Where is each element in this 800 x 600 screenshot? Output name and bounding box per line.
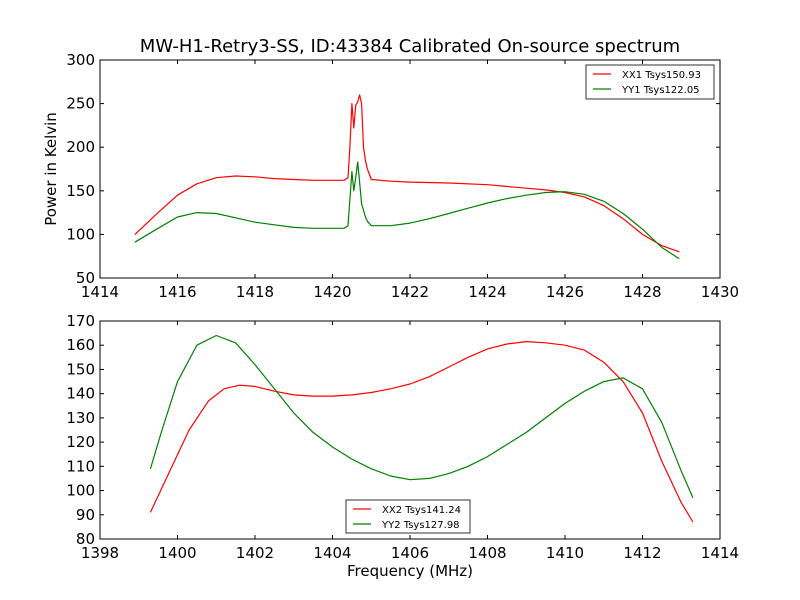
bottom-y-tick-label-9: 170 (66, 312, 95, 330)
bottom-legend-label-1: YY2 Tsys127.98 (381, 520, 460, 531)
top-x-tick-label-3: 1420 (313, 283, 351, 301)
bottom-x-tick-label-4: 1406 (391, 544, 429, 562)
bottom-x-tick-label-5: 1408 (468, 544, 506, 562)
bottom-y-tick-label-0: 80 (76, 530, 95, 548)
bottom-legend: XX2 Tsys141.24 YY2 Tsys127.98 (345, 499, 471, 534)
bottom-y-tick-label-7: 150 (66, 360, 95, 378)
bottom-x-tick-label-0: 1398 (81, 544, 119, 562)
bottom-y-tick-label-2: 100 (66, 482, 95, 500)
top-y-axis-label: Power in Kelvin (42, 112, 60, 226)
top-y-tick-label-2: 150 (66, 182, 95, 200)
top-y-tick-label-5: 300 (66, 51, 95, 69)
top-x-tick-label-2: 1418 (236, 283, 274, 301)
bottom-x-tick-label-7: 1412 (623, 544, 661, 562)
top-y-tick-label-4: 250 (66, 95, 95, 113)
bottom-panel: 1398 1400 1402 1404 1406 1408 1410 1412 1414 80 90… (66, 312, 739, 580)
top-x-tick-label-4: 1422 (391, 283, 429, 301)
chart-title: MW-H1-Retry3-SS, ID:43384 Calibrated On-… (140, 36, 680, 57)
top-y-tick-label-1: 100 (66, 225, 95, 243)
bottom-y-tick-label-4: 120 (66, 433, 95, 451)
top-panel: 1414 1416 1418 1420 1422 1424 1426 1428 1430 50 10… (42, 51, 739, 301)
bottom-legend-label-0: XX2 Tsys141.24 (382, 505, 461, 516)
bottom-x-tick-label-2: 1402 (236, 544, 274, 562)
bottom-x-tick-label-8: 1414 (701, 544, 739, 562)
bottom-y-tick-label-5: 130 (66, 409, 95, 427)
top-legend: XX1 Tsys150.93 YY1 Tsys122.05 (585, 64, 715, 100)
top-x-tick-label-7: 1428 (623, 283, 661, 301)
bottom-y-tick-label-6: 140 (66, 385, 95, 403)
bottom-y-tick-label-3: 110 (66, 457, 95, 475)
top-plot-border (99, 59, 721, 279)
top-legend-box (585, 64, 715, 100)
bottom-x-tick-label-6: 1410 (546, 544, 584, 562)
top-x-tick-label-1: 1416 (158, 283, 196, 301)
top-y-tick-label-0: 50 (76, 269, 95, 287)
bottom-series-line-0 (149, 341, 694, 523)
top-x-tick-label-6: 1426 (546, 283, 584, 301)
top-ticks-layer: 1414 1416 1418 1420 1422 1424 1426 1428 1430 50 10… (66, 51, 739, 301)
top-x-tick-label-5: 1424 (468, 283, 506, 301)
bottom-series-layer (149, 334, 694, 523)
top-x-tick-label-0: 1414 (81, 283, 119, 301)
bottom-ticks-layer: 1398 1400 1402 1404 1406 1408 1410 1412 1414 80 90… (66, 312, 739, 562)
top-legend-label-1: YY1 Tsys122.05 (621, 85, 700, 96)
bottom-y-tick-label-1: 90 (76, 506, 95, 524)
top-series-line-0 (134, 94, 680, 253)
top-x-tick-label-8: 1430 (701, 283, 739, 301)
bottom-series-line-1 (149, 334, 694, 499)
bottom-plot-border (99, 320, 721, 540)
bottom-x-tick-label-3: 1404 (313, 544, 351, 562)
top-y-tick-label-3: 200 (66, 138, 95, 156)
bottom-legend-box (345, 499, 471, 534)
x-axis-label: Frequency (MHz) (347, 562, 473, 580)
top-series-line-1 (134, 161, 680, 260)
bottom-x-tick-label-1: 1400 (158, 544, 196, 562)
top-series-layer (134, 94, 680, 260)
top-legend-label-0: XX1 Tsys150.93 (622, 70, 701, 81)
bottom-y-tick-label-8: 160 (66, 336, 95, 354)
